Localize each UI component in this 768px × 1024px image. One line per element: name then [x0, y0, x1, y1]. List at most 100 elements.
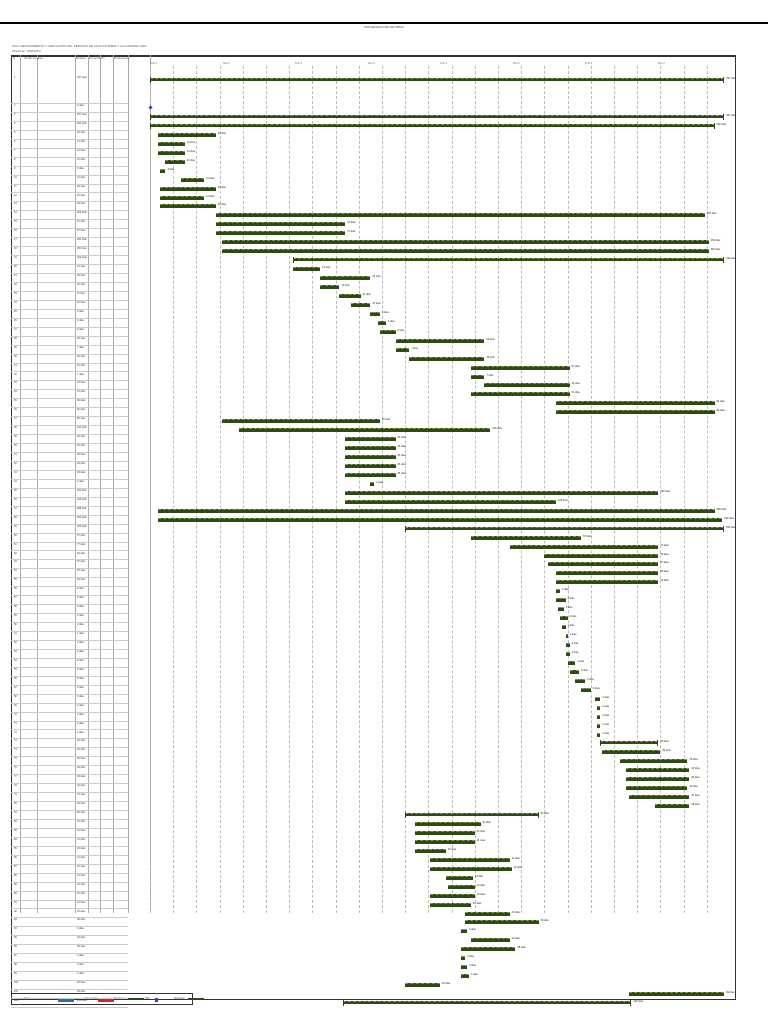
- table-row: 73 30 días: [11, 738, 128, 749]
- row-duration: 82 días: [77, 408, 86, 412]
- bar-duration-label: 51 días: [571, 391, 580, 395]
- row-duration: 53 días: [77, 569, 86, 573]
- bar-duration-label: 2 días: [571, 642, 579, 645]
- table-row: 12 23 días: [11, 193, 128, 203]
- bar-duration-label: 39 días: [486, 355, 495, 359]
- table-row: 99 4 días: [11, 971, 128, 982]
- table-row: 6 14 días: [11, 139, 128, 149]
- task-bar: [165, 159, 185, 164]
- table-row: 40 26 días: [11, 443, 128, 454]
- bar-duration-label: 109 días: [558, 498, 568, 502]
- bar-duration-label: 3 días: [565, 606, 573, 610]
- row-duration: 49 días: [77, 990, 86, 994]
- table-row: 3 297 días: [11, 112, 128, 122]
- bar-duration-label: 44 días: [571, 382, 580, 386]
- task-bar: [345, 455, 396, 460]
- row-id: 37: [14, 417, 17, 421]
- bar-duration-label: 10 días: [341, 284, 350, 287]
- table-row: 17 252 días: [11, 237, 128, 248]
- bar-duration-label: 2 días: [571, 650, 579, 654]
- bar-duration-label: 57 días: [660, 561, 669, 565]
- row-duration: 26 días: [77, 274, 86, 278]
- table-row: 64 4 días: [11, 658, 128, 668]
- table-row: 18 252 días: [11, 246, 128, 257]
- table-row: 44 2 días: [11, 479, 128, 489]
- table-row: 27 8 días: [11, 327, 128, 337]
- legend-label: Hito: [145, 997, 150, 1000]
- row-id: 10: [14, 175, 17, 179]
- row-duration: 0 días: [77, 104, 84, 107]
- row-duration: 297 días: [77, 76, 87, 79]
- bar-duration-label: 2 días: [467, 955, 474, 959]
- table-row: 39 26 días: [11, 434, 128, 445]
- table-row: 24 10 días: [11, 300, 128, 310]
- table-row: 68 3 días: [11, 694, 128, 704]
- bar-duration-label: 10 días: [186, 158, 195, 162]
- table-row: 62 2 días: [11, 640, 128, 650]
- task-bar: [559, 616, 568, 621]
- row-id: 88: [14, 873, 17, 877]
- row-duration: 53 días: [77, 578, 86, 582]
- row-id: 64: [14, 658, 17, 662]
- row-id: 46: [14, 497, 17, 501]
- row-duration: 5 días: [77, 309, 84, 313]
- row-id: 5: [14, 130, 16, 134]
- row-id: 48: [14, 515, 17, 519]
- bar-duration-label: 69 días: [540, 812, 549, 816]
- bar-duration-label: 67 días: [347, 230, 356, 234]
- row-id: 35: [14, 399, 17, 403]
- row-duration: 69 días: [77, 811, 86, 815]
- task-bar: [556, 401, 715, 406]
- bar-duration-label: 29 días: [217, 185, 226, 189]
- task-bar: [157, 508, 715, 513]
- gridline: [660, 66, 662, 913]
- task-bar: [180, 177, 205, 182]
- gridline: [706, 66, 708, 913]
- table-row: 63 2 días: [11, 649, 128, 659]
- gridline: [312, 66, 314, 913]
- legend-swatch: [155, 998, 158, 1002]
- row-id: 47: [14, 506, 17, 510]
- bar-duration-label: 3 días: [602, 695, 610, 699]
- column-divider: [100, 55, 101, 913]
- task-bar: [619, 759, 688, 764]
- bar-duration-label: 26 días: [397, 445, 406, 449]
- row-id: 38: [14, 426, 17, 430]
- bar-duration-label: 2 días: [602, 713, 610, 717]
- row-id: 8: [14, 157, 16, 161]
- table-row: 56 2 días: [11, 586, 128, 597]
- table-row: 41 26 días: [11, 452, 128, 462]
- bar-duration-label: 4 días: [471, 973, 478, 977]
- table-row: 101 49 días: [11, 989, 128, 999]
- bar-duration-label: 26 días: [397, 436, 406, 440]
- table-row: 31 51 días: [11, 363, 128, 373]
- bar-duration-label: 14 días: [322, 266, 331, 270]
- task-bar: [556, 410, 715, 415]
- row-duration: 82 días: [77, 399, 86, 403]
- row-id: 23: [14, 291, 17, 295]
- bar-duration-label: 2 días: [567, 624, 575, 628]
- task-bar: [548, 562, 659, 567]
- row-duration: 2 días: [77, 479, 84, 483]
- table-row: 80 18 días: [11, 801, 128, 812]
- row-id: 36: [14, 408, 17, 412]
- row-duration: 26 días: [77, 453, 86, 457]
- task-bar: [414, 822, 481, 826]
- row-id: 62: [14, 641, 17, 644]
- bar-duration-label: 59 días: [660, 552, 669, 556]
- bar-duration-label: 35 días: [689, 758, 698, 762]
- bar-duration-label: 162 días: [660, 489, 671, 493]
- table-row: 35 82 días: [11, 398, 128, 409]
- table-row: 90 23 días: [11, 891, 128, 901]
- row-id: 102: [14, 999, 19, 1002]
- gridline: [173, 66, 175, 913]
- row-duration: 7 días: [77, 345, 84, 349]
- table-row: 10 12 días: [11, 175, 128, 185]
- legend-swatch: [98, 998, 114, 1002]
- task-bar: [378, 320, 386, 325]
- row-duration: 16 días: [77, 846, 86, 850]
- row-duration: 162 días: [77, 488, 87, 492]
- table-row: 23 11 días: [11, 291, 128, 301]
- timeline-tick-label: Trim 1: [440, 62, 447, 65]
